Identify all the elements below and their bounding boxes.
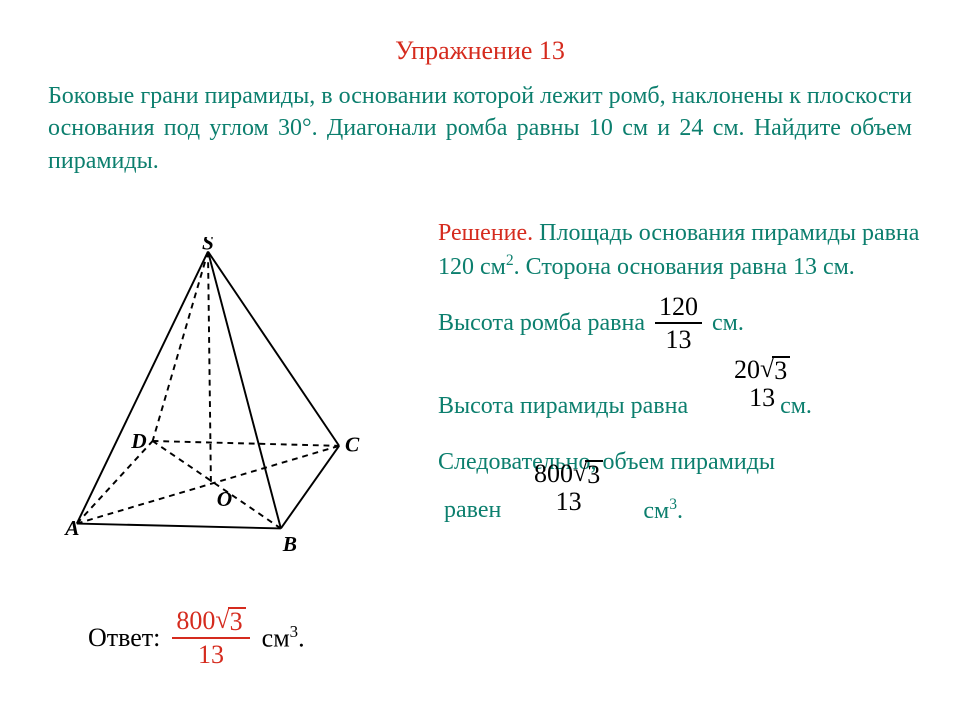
solution-p2-post: см. bbox=[712, 307, 744, 339]
label-o: O bbox=[217, 487, 232, 511]
label-b: B bbox=[282, 532, 297, 556]
solution-p1: Решение. Площадь основания пирамиды равн… bbox=[438, 217, 958, 283]
answer-line: Ответ: 800 √3 13 см3. bbox=[88, 607, 305, 668]
sup-2: 2 bbox=[506, 252, 514, 269]
solution-p2-pre: Высота ромба равна bbox=[438, 307, 645, 339]
answer-num-rad: 3 bbox=[228, 607, 246, 635]
label-s: S bbox=[202, 237, 214, 255]
problem-statement: Боковые грани пирамиды, в основании кото… bbox=[48, 80, 912, 177]
solution-block: Решение. Площадь основания пирамиды равн… bbox=[438, 217, 958, 555]
frac-20root3-13: 20 √3 13 bbox=[734, 356, 790, 411]
label-a: A bbox=[63, 516, 79, 540]
answer-unit: см3. bbox=[262, 622, 305, 654]
solution-p1b: . Сторона основания равна 13 см. bbox=[514, 254, 855, 280]
answer-num-coeff: 800 bbox=[176, 607, 215, 634]
exercise-title: Упражнение 13 bbox=[48, 36, 912, 66]
content-area: S A B C D O Ответ: 800 √3 13 см3. bbox=[48, 217, 912, 697]
frac-800root3-13: 800 √3 13 bbox=[534, 460, 603, 515]
solution-p2: Высота ромба равна 120 13 см. bbox=[438, 293, 958, 354]
frac-120-13: 120 13 bbox=[655, 293, 702, 354]
label-d: D bbox=[130, 429, 146, 453]
answer-label: Ответ: bbox=[88, 623, 160, 653]
label-c: C bbox=[345, 433, 360, 457]
slide: Упражнение 13 Боковые грани пирамиды, в … bbox=[0, 0, 960, 720]
solution-p3-pre: Высота пирамиды равна bbox=[438, 390, 688, 422]
solution-p3: Высота пирамиды равна см. 20 √3 13 bbox=[438, 372, 958, 436]
solution-p4-pre: Следовательно, объем пирамиды bbox=[438, 446, 775, 478]
solution-p4-post: см3. bbox=[643, 494, 683, 527]
pyramid-diagram: S A B C D O bbox=[38, 237, 378, 577]
solution-p4-mid: равен bbox=[444, 494, 501, 526]
solution-heading: Решение. bbox=[438, 220, 533, 246]
solution-p4: Следовательно, объем пирамиды равен см3.… bbox=[438, 446, 958, 546]
answer-den: 13 bbox=[194, 641, 228, 668]
